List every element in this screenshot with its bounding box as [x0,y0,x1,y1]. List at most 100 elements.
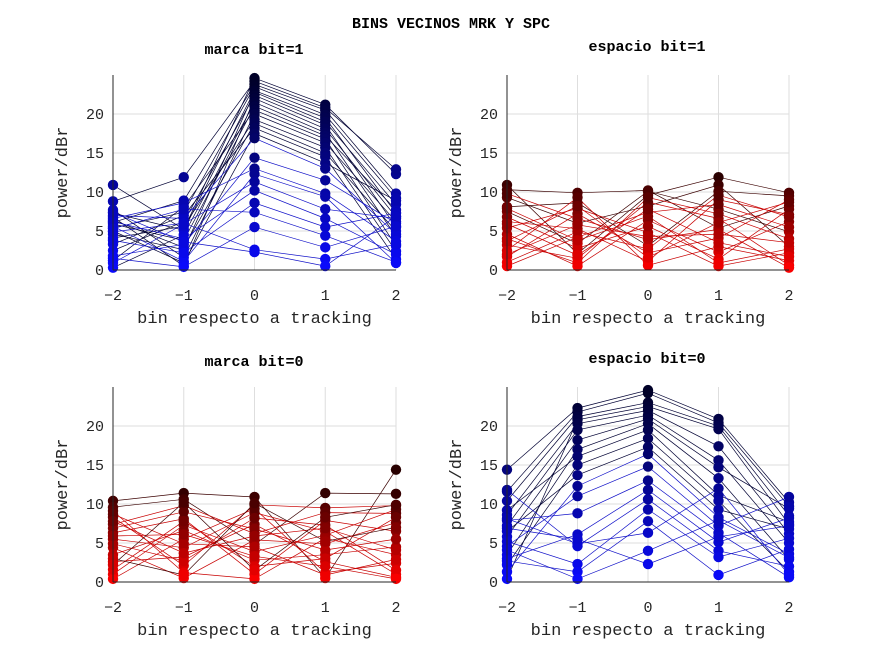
data-point [178,218,189,229]
data-point [642,243,654,255]
data-point [642,484,654,496]
data-point [713,423,724,435]
data-point [642,221,654,232]
x-tick-label: 1 [321,600,330,617]
data-point [249,551,260,562]
data-point [390,512,402,523]
data-point [320,221,331,233]
data-point [713,551,724,563]
data-point [642,494,654,505]
y-tick-label: 5 [95,224,104,241]
data-point [642,260,654,271]
data-point [390,565,402,576]
data-point [783,503,795,514]
y-tick-label: 15 [86,458,104,475]
data-point [572,257,583,269]
y-tick-label: 10 [86,497,104,514]
series-markers [107,464,402,585]
data-point [390,522,402,533]
axes [506,387,789,583]
data-point [642,388,654,399]
data-point [390,464,402,475]
data-point [390,533,402,545]
subplot-title: marca bit=1 [204,42,303,59]
x-tick-labels: −2 −1 0 1 2 [498,600,794,617]
x-tick-label: −1 [568,600,586,617]
data-point [320,230,331,241]
x-axis-label: bin respecto a tracking [137,622,372,641]
x-tick-label: −2 [104,600,122,617]
data-point [783,533,795,544]
data-point [320,522,331,534]
data-point [713,483,724,494]
subplot-espacio-bit0: espacio bit=0 −2 −1 0 1 2 0 5 10 15 20 bin respe… [448,351,795,641]
data-point [783,561,795,572]
data-point [713,569,724,581]
subplot-title: espacio bit=0 [588,351,705,368]
data-point [320,175,331,186]
data-point [642,448,654,460]
y-tick-label: 0 [489,575,498,592]
y-tick-label: 20 [86,419,104,436]
data-point [572,434,583,446]
x-tick-label: −2 [498,288,516,305]
data-point [178,261,189,273]
data-point [642,231,654,242]
data-point [713,495,724,507]
y-axis-label: power/dBr [54,439,73,531]
data-point [713,199,724,210]
data-point [572,235,583,246]
data-point [713,257,724,269]
y-tick-label: 20 [86,107,104,124]
data-point [178,247,189,259]
x-tick-label: −1 [175,600,193,617]
data-point [572,480,583,492]
data-point [783,520,795,532]
x-tick-label: −1 [175,288,193,305]
subplot-title: espacio bit=1 [588,39,705,56]
data-point [642,424,654,436]
y-tick-label: 5 [489,224,498,241]
data-point [572,424,583,436]
data-point [783,196,795,208]
y-tick-label: 20 [480,419,498,436]
axes [506,75,789,271]
x-tick-label: 0 [643,288,652,305]
data-point [572,451,583,462]
x-axis-label: bin respecto a tracking [137,310,372,329]
y-tick-label: 10 [480,497,498,514]
subplot-espacio-bit1: espacio bit=1 −2 −1 0 1 2 0 5 10 15 20 bin respe… [448,39,795,329]
x-tick-label: 1 [714,600,723,617]
data-point [320,213,331,224]
data-point [642,558,654,570]
y-tick-label: 0 [95,263,104,280]
x-tick-labels: −2 −1 0 1 2 [104,600,401,617]
data-point [249,498,260,509]
data-point [249,132,260,144]
data-point [642,504,654,515]
data-point [783,211,795,223]
data-point [713,228,724,240]
data-point [178,529,189,540]
data-point [320,569,331,581]
data-point [572,533,583,545]
data-point [249,185,260,196]
data-point [783,251,795,262]
data-point [572,459,583,471]
y-tick-labels: 0 5 10 15 20 [480,419,498,592]
data-point [713,441,724,452]
data-point [390,554,402,565]
data-point [320,260,331,272]
data-point [390,499,402,510]
data-point [178,555,189,567]
x-tick-label: 2 [391,600,400,617]
y-axis-label: power/dBr [448,439,467,531]
data-point [572,508,583,519]
data-point [390,195,402,206]
data-point [390,249,402,260]
data-point [390,221,402,232]
data-point [178,547,189,559]
x-tick-label: −2 [498,600,516,617]
x-tick-labels: −2 −1 0 1 2 [104,288,401,305]
data-point [713,504,724,515]
